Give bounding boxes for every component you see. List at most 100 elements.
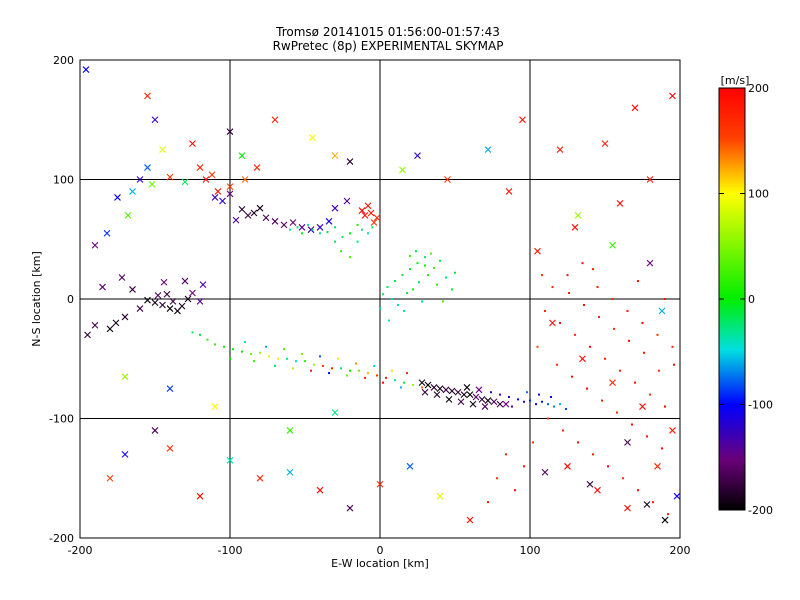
data-point-cross [103, 229, 111, 237]
data-point-dot [341, 235, 344, 238]
data-point-dot [424, 256, 426, 259]
data-point-cross [286, 427, 294, 434]
data-point-cross [609, 241, 616, 249]
data-point-dot [652, 501, 654, 504]
data-point-dot [496, 477, 498, 480]
data-point-dot [619, 369, 621, 372]
data-point-cross [151, 116, 159, 124]
data-point-dot [304, 360, 306, 363]
data-point-cross [136, 305, 144, 312]
data-point-cross [466, 391, 474, 398]
data-point-cross [226, 456, 234, 464]
data-point-cross [358, 207, 366, 214]
data-point-dot [641, 321, 644, 324]
data-point-dot [191, 331, 194, 334]
data-point-dot [283, 348, 285, 351]
data-point-cross [189, 140, 196, 148]
data-point-dot [301, 232, 303, 235]
data-point-dot [532, 441, 534, 444]
data-point-cross [346, 504, 354, 512]
data-point-dot [376, 374, 378, 377]
data-point-dot [331, 367, 333, 370]
data-point-dot [656, 333, 659, 336]
data-point-cross [271, 116, 279, 124]
data-point-cross [541, 468, 549, 476]
data-point-dot [253, 360, 255, 363]
data-point-cross [361, 211, 369, 219]
data-point-dot [241, 350, 243, 353]
data-point-cross [639, 403, 646, 410]
data-point-dot [523, 400, 525, 403]
data-point-dot [371, 226, 374, 229]
data-point-cross [646, 259, 654, 267]
data-point-dot [388, 319, 390, 322]
data-point-cross [121, 313, 129, 321]
data-point-cross [211, 403, 219, 410]
data-point-dot [538, 393, 540, 396]
data-point-dot [541, 400, 543, 403]
data-point-dot [581, 262, 584, 265]
data-point-cross [654, 462, 661, 470]
data-point-dot [356, 223, 359, 226]
data-point-cross [433, 391, 441, 398]
data-point-dot [424, 264, 426, 267]
data-point-cross [196, 164, 204, 171]
data-point-cross [214, 188, 222, 195]
data-point-cross [244, 211, 252, 219]
data-point-cross [144, 92, 151, 100]
data-point-dot [661, 447, 663, 450]
data-point-cross [250, 209, 258, 217]
data-point-cross [444, 176, 451, 183]
data-point-dot [394, 280, 396, 283]
data-point-cross [624, 439, 631, 446]
data-point-cross [364, 202, 372, 210]
data-point-dot [421, 386, 423, 389]
data-point-dot [637, 280, 639, 283]
data-point-cross [436, 385, 444, 393]
data-point-dot [505, 453, 507, 456]
data-point-cross [367, 209, 375, 217]
data-point-dot [442, 300, 444, 303]
data-point-cross [490, 398, 498, 406]
data-point-dot [400, 386, 402, 389]
data-point-cross [144, 296, 151, 304]
data-point-dot [628, 339, 630, 342]
data-point-cross [519, 116, 526, 124]
data-point-cross [262, 214, 270, 222]
data-point-dot [328, 372, 330, 375]
data-point-cross [166, 173, 174, 181]
data-point-dot [571, 375, 573, 378]
data-point-dot [445, 276, 447, 279]
data-point-dot [412, 288, 414, 291]
chart-titles: Tromsø 20141015 01:56:00-01:57:43 RwPret… [273, 25, 504, 53]
data-point-cross [466, 516, 474, 524]
data-point-cross [106, 325, 114, 333]
data-point-dot [296, 226, 299, 229]
data-point-cross [579, 355, 586, 363]
colorbar-tick-label: -200 [748, 504, 773, 517]
data-point-dot [592, 268, 594, 271]
x-tick-label: 100 [520, 544, 541, 557]
data-point-dot [559, 321, 561, 324]
data-point-cross [129, 286, 136, 293]
data-point-dot [439, 259, 441, 262]
data-point-dot [517, 398, 519, 401]
data-point-dot [319, 232, 321, 235]
data-point-dot [289, 228, 291, 231]
data-point-cross [325, 217, 333, 225]
data-point-cross [163, 290, 171, 298]
data-point-cross [430, 384, 438, 391]
data-point-dot [286, 357, 288, 360]
data-point-dot [367, 372, 369, 375]
data-point-cross [106, 474, 114, 482]
data-point-dot [382, 381, 384, 384]
y-tick-label: 0 [67, 293, 74, 306]
y-tick-label: -100 [49, 413, 74, 426]
data-point-cross [502, 400, 510, 408]
data-point-cross [178, 302, 186, 310]
data-point-dot [658, 369, 660, 372]
data-point-dot [523, 465, 525, 468]
data-point-cross [271, 217, 279, 225]
data-point-cross [159, 301, 166, 309]
